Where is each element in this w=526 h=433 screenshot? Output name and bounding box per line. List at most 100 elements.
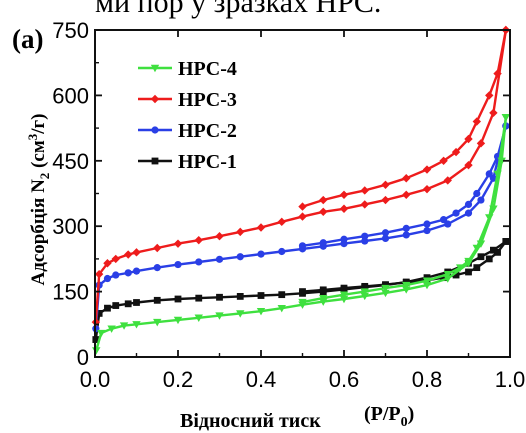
hpc-4-adsorption-point — [339, 295, 349, 304]
hpc-2-adsorption-point — [257, 250, 265, 258]
hpc-2-adsorption-point — [236, 253, 244, 261]
x-tick-label: 0.0 — [80, 367, 111, 392]
hpc-3-desorption-point — [422, 165, 432, 174]
hpc-3-desorption-point — [472, 117, 481, 126]
hpc-2-desorption-point — [381, 229, 390, 237]
hpc-1-adsorption-point — [104, 304, 111, 312]
hpc-4-adsorption-point — [443, 275, 452, 283]
hpc-3-adsorption-point — [402, 190, 411, 200]
hpc-1-desorption-point — [361, 282, 369, 290]
hpc-3-desorption-point — [464, 134, 473, 144]
hpc-2-desorption-point — [473, 189, 481, 198]
hpc-3-adsorption-point — [103, 259, 112, 268]
hpc-4-desorption-point — [443, 270, 452, 279]
hpc-2-adsorption-point — [381, 234, 390, 243]
hpc-2-adsorption-point — [153, 264, 161, 272]
hpc-4-desorption-line — [302, 117, 508, 304]
hpc-1-adsorption-point — [257, 292, 265, 299]
hpc-4-adsorption-point — [107, 325, 116, 333]
hpc-1-desorption-point — [502, 238, 510, 245]
y-tick-label: 300 — [52, 214, 89, 239]
hpc-2-desorption-point — [452, 209, 460, 217]
hpc-1-adsorption-point — [95, 310, 103, 317]
hpc-4-adsorption-point — [277, 304, 286, 313]
hpc-2-adsorption-point — [402, 231, 410, 239]
y-tick-label: 600 — [52, 83, 89, 108]
hpc-1-adsorption-point — [490, 246, 497, 254]
y-tick-label: 450 — [52, 149, 89, 174]
hpc-3-desorption-point — [451, 147, 461, 157]
hpc-4-adsorption-point — [381, 289, 390, 298]
hpc-1-desorption-point — [485, 255, 493, 263]
hpc-3-adsorption-point — [464, 160, 473, 170]
hpc-3-adsorption-point — [173, 239, 183, 248]
hpc-4-desorption-point — [360, 288, 369, 296]
axis-labels: (a) Відносний тиск (P/P0) Адсорбція N2 (см3… — [12, 24, 414, 432]
hpc-1-desorption-point — [382, 281, 389, 289]
hpc-1-adsorption-point — [236, 292, 244, 300]
hpc-3-desorption-line — [302, 29, 508, 208]
hpc-3-desorption-point — [493, 69, 502, 78]
hpc-1-desorption-point — [494, 248, 501, 256]
hpc-1-desorption-point — [440, 274, 447, 282]
legend-label: HPC-1 — [178, 151, 237, 173]
hpc-4-adsorption-point — [402, 286, 411, 294]
legend-item-hpc-3: HPC-3 — [138, 89, 237, 111]
axes: 0 150 300 450 600 750 0.0 0.2 0.4 0.6 0.8 1.0 — [52, 18, 525, 392]
hpc-1-desorption-point — [452, 271, 460, 279]
hpc-4-desorption-point — [402, 281, 411, 290]
hpc-4-desorption-point — [298, 298, 307, 307]
hpc-2-desorption-point — [423, 220, 431, 228]
hpc-2-desorption-point — [319, 239, 327, 247]
hpc-3-adsorption-point — [111, 254, 120, 264]
hpc-3-adsorption-point — [124, 250, 133, 259]
hpc-3-adsorption-point — [422, 184, 432, 194]
hpc-2-adsorption-point — [112, 271, 120, 279]
hpc-3-desorption-point — [402, 174, 411, 183]
hpc-3-adsorption-point — [256, 223, 266, 232]
legend-label: HPC-4 — [178, 58, 237, 80]
hpc-1-desorption-point — [465, 268, 472, 276]
legend-item-hpc-4: HPC-4 — [138, 58, 237, 80]
hpc-3-adsorption-point — [132, 248, 141, 257]
hpc-4-adsorption-point — [132, 321, 141, 329]
hpc-3-desorption-point — [339, 190, 349, 200]
hpc-3-adsorption-point — [194, 235, 203, 245]
hpc-2-adsorption-point — [174, 260, 182, 269]
panel-label: (a) — [12, 24, 43, 54]
hpc-3-adsorption-point — [153, 243, 162, 253]
hpc-2-adsorption-point — [103, 274, 112, 283]
hpc-4-desorption-point — [472, 244, 481, 253]
hpc-2-adsorption-point — [423, 226, 431, 235]
hpc-2-adsorption-point — [132, 267, 141, 275]
hpc-3-desorption-point — [298, 202, 307, 211]
hpc-1-desorption-point — [319, 286, 327, 294]
x-tick-label: 0.2 — [163, 367, 194, 392]
hpc-3-desorption-point — [319, 195, 328, 205]
legend-marker — [150, 94, 160, 104]
hpc-3-adsorption-point — [319, 207, 328, 217]
legend-marker — [150, 64, 160, 73]
hpc-4-desorption-point — [493, 170, 502, 179]
hpc-3-adsorption-point — [94, 269, 104, 279]
hpc-2-adsorption-point — [195, 258, 203, 266]
hpc-3-desorption-point — [381, 180, 390, 189]
series-group — [91, 25, 511, 355]
hpc-3-adsorption-point — [298, 212, 307, 221]
hpc-2-desorption-point — [298, 242, 307, 250]
y-tick-label: 150 — [52, 280, 89, 305]
legend: HPC-4 HPC-3 HPC-2 HPC-1 — [138, 58, 237, 173]
hpc-4-adsorption-point — [422, 281, 432, 290]
y-tick-label: 0 — [77, 345, 89, 370]
hpc-2-adsorption-point — [215, 255, 224, 263]
hpc-1-adsorption-point — [133, 299, 140, 306]
hpc-4-adsorption-point — [97, 329, 106, 338]
hpc-1-adsorption-point — [195, 294, 203, 302]
x-axis-label: Відносний тиск — [180, 410, 321, 432]
hpc-2-adsorption-point — [477, 196, 485, 204]
hpc-4-desorption-point — [456, 264, 465, 272]
hpc-4-desorption-point — [339, 291, 349, 299]
legend-item-hpc-1: HPC-1 — [138, 151, 237, 173]
hpc-2-desorption-point — [464, 200, 473, 208]
